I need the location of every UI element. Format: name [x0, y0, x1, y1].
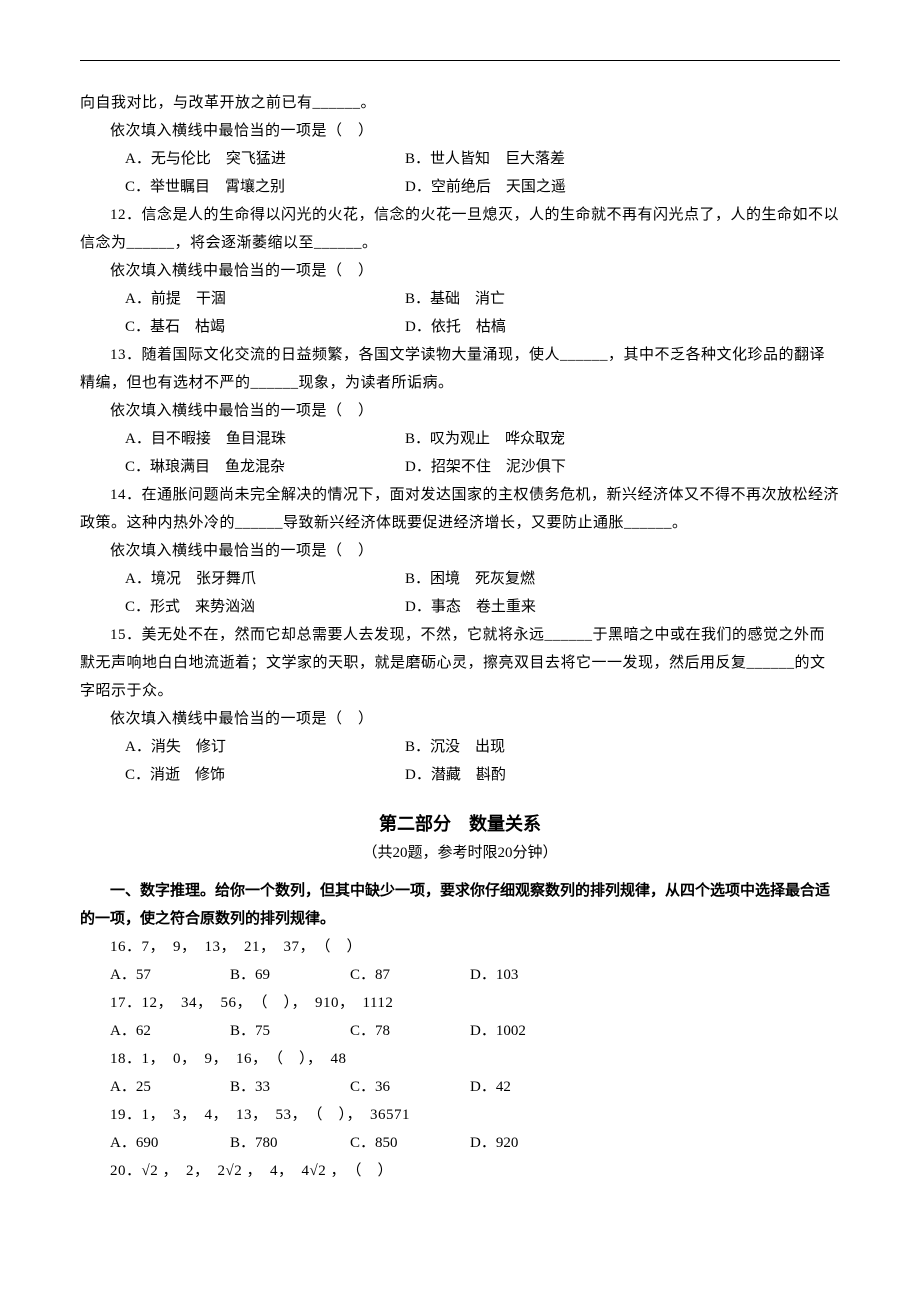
option-c: C．78: [350, 1017, 470, 1045]
q15-options-row1: A．消失 修订 B．沉没 出现: [80, 733, 840, 761]
option-b: B．世人皆知 巨大落差: [405, 145, 565, 173]
option-a: A．消失 修订: [80, 733, 405, 761]
q13-prompt: 依次填入横线中最恰当的一项是（ ）: [80, 397, 840, 425]
section2-subtitle: （共20题，参考时限20分钟）: [80, 839, 840, 867]
option-c: C．举世瞩目 霄壤之别: [80, 173, 405, 201]
q18-stem: 18．1， 0， 9， 16， （ ）， 48: [80, 1045, 840, 1073]
option-c: C．形式 来势汹汹: [80, 593, 405, 621]
q20-stem: 20．√2 ， 2， 2√2 ， 4， 4√2 ， （ ）: [80, 1157, 840, 1185]
option-b: B．75: [230, 1017, 350, 1045]
q15-stem: 15．美无处不在，然而它却总需要人去发现，不然，它就将永远______于黑暗之中…: [80, 621, 840, 705]
option-a: A．25: [110, 1073, 230, 1101]
q14-stem: 14．在通胀问题尚未完全解决的情况下，面对发达国家的主权债务危机，新兴经济体又不…: [80, 481, 840, 537]
option-a: A．57: [110, 961, 230, 989]
option-d: D．42: [470, 1073, 590, 1101]
section2-instruction: 一、数字推理。给你一个数列，但其中缺少一项，要求你仔细观察数列的排列规律，从四个…: [80, 877, 840, 933]
option-a: A．前提 干涸: [80, 285, 405, 313]
carryover-prompt: 依次填入横线中最恰当的一项是（ ）: [80, 117, 840, 145]
top-rule: [80, 60, 840, 61]
option-b: B．69: [230, 961, 350, 989]
option-b: B．困境 死灰复燃: [405, 565, 535, 593]
q12-options-row1: A．前提 干涸 B．基础 消亡: [80, 285, 840, 313]
q17-stem: 17．12， 34， 56， （ ）， 910， 1112: [80, 989, 840, 1017]
option-c: C．850: [350, 1129, 470, 1157]
q19-stem: 19．1， 3， 4， 13， 53， （ ）， 36571: [80, 1101, 840, 1129]
q16-options: A．57 B．69 C．87 D．103: [80, 961, 840, 989]
q14-options-row2: C．形式 来势汹汹 D．事态 卷土重来: [80, 593, 840, 621]
option-b: B．33: [230, 1073, 350, 1101]
option-b: B．780: [230, 1129, 350, 1157]
option-c: C．消逝 修饰: [80, 761, 405, 789]
q19-options: A．690 B．780 C．850 D．920: [80, 1129, 840, 1157]
q14-prompt: 依次填入横线中最恰当的一项是（ ）: [80, 537, 840, 565]
carryover-options-row2: C．举世瞩目 霄壤之别 D．空前绝后 天国之遥: [80, 173, 840, 201]
carryover-stem-line: 向自我对比，与改革开放之前已有______。: [80, 89, 840, 117]
option-d: D．事态 卷土重来: [405, 593, 536, 621]
option-d: D．依托 枯槁: [405, 313, 506, 341]
q12-stem: 12．信念是人的生命得以闪光的火花，信念的火花一旦熄灭，人的生命就不再有闪光点了…: [80, 201, 840, 257]
page-container: 向自我对比，与改革开放之前已有______。 依次填入横线中最恰当的一项是（ ）…: [0, 0, 920, 1225]
option-b: B．沉没 出现: [405, 733, 505, 761]
option-d: D．920: [470, 1129, 590, 1157]
q18-options: A．25 B．33 C．36 D．42: [80, 1073, 840, 1101]
option-d: D．1002: [470, 1017, 590, 1045]
option-d: D．空前绝后 天国之遥: [405, 173, 566, 201]
q14-options-row1: A．境况 张牙舞爪 B．困境 死灰复燃: [80, 565, 840, 593]
q15-options-row2: C．消逝 修饰 D．潜藏 斟酌: [80, 761, 840, 789]
q16-stem: 16．7， 9， 13， 21， 37， （ ）: [80, 933, 840, 961]
q15-prompt: 依次填入横线中最恰当的一项是（ ）: [80, 705, 840, 733]
option-d: D．103: [470, 961, 590, 989]
option-a: A．无与伦比 突飞猛进: [80, 145, 405, 173]
option-c: C．36: [350, 1073, 470, 1101]
q17-options: A．62 B．75 C．78 D．1002: [80, 1017, 840, 1045]
q13-options-row2: C．琳琅满目 鱼龙混杂 D．招架不住 泥沙俱下: [80, 453, 840, 481]
option-d: D．招架不住 泥沙俱下: [405, 453, 566, 481]
option-d: D．潜藏 斟酌: [405, 761, 506, 789]
option-a: A．62: [110, 1017, 230, 1045]
option-c: C．基石 枯竭: [80, 313, 405, 341]
q13-options-row1: A．目不暇接 鱼目混珠 B．叹为观止 哗众取宠: [80, 425, 840, 453]
option-a: A．690: [110, 1129, 230, 1157]
option-c: C．琳琅满目 鱼龙混杂: [80, 453, 405, 481]
option-c: C．87: [350, 961, 470, 989]
q13-stem: 13．随着国际文化交流的日益频繁，各国文学读物大量涌现，使人______，其中不…: [80, 341, 840, 397]
section2-title: 第二部分 数量关系: [80, 809, 840, 839]
option-a: A．目不暇接 鱼目混珠: [80, 425, 405, 453]
option-a: A．境况 张牙舞爪: [80, 565, 405, 593]
option-b: B．叹为观止 哗众取宠: [405, 425, 565, 453]
q12-options-row2: C．基石 枯竭 D．依托 枯槁: [80, 313, 840, 341]
q12-prompt: 依次填入横线中最恰当的一项是（ ）: [80, 257, 840, 285]
carryover-options-row1: A．无与伦比 突飞猛进 B．世人皆知 巨大落差: [80, 145, 840, 173]
option-b: B．基础 消亡: [405, 285, 505, 313]
